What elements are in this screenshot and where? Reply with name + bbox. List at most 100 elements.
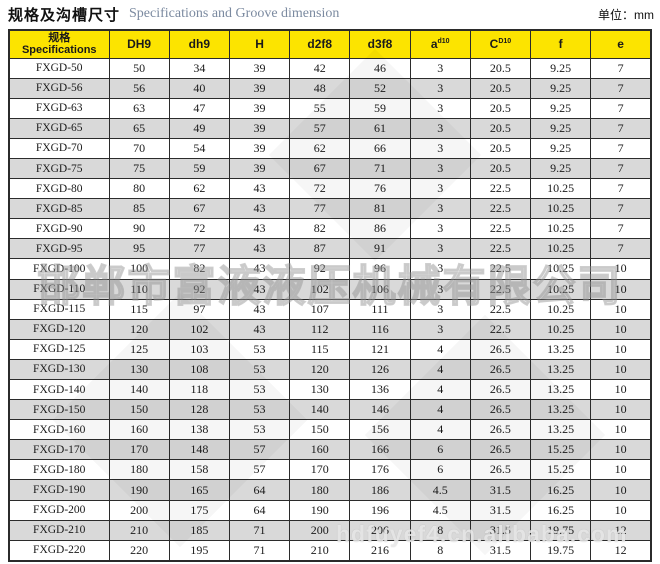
value-cell: 108	[168, 358, 230, 381]
header-cell: e	[590, 29, 652, 59]
spec-cell: FXGD-125	[8, 338, 110, 360]
value-cell: 7	[590, 57, 652, 79]
table-row: FXGD-115 115 97 43 107 111 3 22.5 10.25 10	[8, 298, 652, 320]
header-cell: ad10	[409, 29, 471, 59]
header-cell: f	[530, 29, 592, 59]
table-row: FXGD-110 110 92 43 102 106 3 22.5 10.25 10	[8, 278, 652, 300]
table-row: FXGD-85 85 67 43 77 81 3 22.5 10.25 7	[8, 198, 652, 220]
value-cell: 57	[289, 117, 351, 139]
value-cell: 49	[168, 117, 230, 139]
value-cell: 65	[108, 117, 170, 139]
value-cell: 39	[228, 117, 291, 139]
value-cell: 175	[168, 499, 230, 521]
value-cell: 15.25	[530, 439, 592, 461]
value-cell: 26.5	[469, 419, 532, 441]
spec-cell: FXGD-95	[8, 238, 110, 260]
value-cell: 7	[590, 77, 652, 99]
value-cell: 20.5	[469, 57, 532, 79]
value-cell: 10	[590, 499, 652, 521]
value-cell: 47	[168, 97, 230, 119]
header-cell: dh9	[168, 29, 230, 59]
spec-cell: FXGD-63	[8, 97, 110, 119]
value-cell: 158	[168, 459, 230, 481]
value-cell: 112	[289, 318, 351, 340]
value-cell: 100	[108, 258, 170, 280]
value-cell: 180	[289, 479, 351, 501]
table-row: FXGD-200 200 175 64 190 196 4.5 31.5 16.25 10	[8, 499, 652, 521]
value-cell: 96	[349, 258, 411, 280]
value-cell: 6	[409, 439, 471, 461]
value-cell: 3	[409, 298, 471, 320]
value-cell: 7	[590, 97, 652, 119]
value-cell: 125	[108, 338, 170, 360]
value-cell: 59	[168, 157, 230, 180]
value-cell: 53	[228, 358, 291, 381]
value-cell: 110	[108, 278, 170, 300]
value-cell: 13.25	[530, 378, 592, 401]
value-cell: 9.25	[530, 157, 592, 180]
value-cell: 72	[289, 178, 351, 200]
table-row: FXGD-50 50 34 39 42 46 3 20.5 9.25 7	[8, 57, 652, 79]
value-cell: 22.5	[469, 178, 532, 200]
value-cell: 72	[168, 218, 230, 240]
value-cell: 22.5	[469, 218, 532, 240]
value-cell: 22.5	[469, 318, 532, 340]
value-cell: 7	[590, 218, 652, 240]
header-cell: d3f8	[349, 29, 411, 59]
header-cell: H	[228, 29, 291, 59]
value-cell: 12	[590, 539, 652, 562]
value-cell: 43	[228, 258, 291, 280]
value-cell: 82	[289, 218, 351, 240]
value-cell: 46	[349, 57, 411, 79]
value-cell: 160	[108, 419, 170, 441]
value-cell: 52	[349, 77, 411, 99]
value-cell: 10	[590, 399, 652, 421]
page-title: 规格及沟槽尺寸	[8, 6, 121, 24]
value-cell: 53	[228, 399, 291, 421]
value-cell: 77	[168, 238, 230, 260]
value-cell: 20.5	[469, 117, 532, 139]
value-cell: 66	[349, 137, 411, 159]
value-cell: 31.5	[469, 519, 532, 541]
spec-cell: FXGD-170	[8, 439, 110, 461]
value-cell: 6	[409, 459, 471, 481]
value-cell: 8	[409, 519, 471, 541]
value-cell: 10	[590, 278, 652, 300]
value-cell: 10	[590, 338, 652, 360]
value-cell: 81	[349, 198, 411, 220]
value-cell: 10	[590, 258, 652, 280]
spec-cell: FXGD-100	[8, 258, 110, 280]
value-cell: 31.5	[469, 499, 532, 521]
value-cell: 7	[590, 157, 652, 180]
value-cell: 9.25	[530, 77, 592, 99]
value-cell: 7	[590, 198, 652, 220]
value-cell: 10.25	[530, 298, 592, 320]
value-cell: 26.5	[469, 358, 532, 381]
value-cell: 77	[289, 198, 351, 220]
value-cell: 196	[349, 499, 411, 521]
value-cell: 116	[349, 318, 411, 340]
table-row: FXGD-140 140 118 53 130 136 4 26.5 13.25 10	[8, 378, 652, 401]
value-cell: 20.5	[469, 97, 532, 119]
table-row: FXGD-160 160 138 53 150 156 4 26.5 13.25 10	[8, 419, 652, 441]
value-cell: 3	[409, 258, 471, 280]
value-cell: 148	[168, 439, 230, 461]
value-cell: 97	[168, 298, 230, 320]
value-cell: 165	[168, 479, 230, 501]
value-cell: 82	[168, 258, 230, 280]
value-cell: 3	[409, 97, 471, 119]
value-cell: 3	[409, 238, 471, 260]
value-cell: 92	[289, 258, 351, 280]
value-cell: 10.25	[530, 318, 592, 340]
value-cell: 22.5	[469, 278, 532, 300]
spec-header-zh: 规格	[48, 31, 71, 44]
value-cell: 70	[108, 137, 170, 159]
spec-cell: FXGD-90	[8, 218, 110, 240]
value-cell: 13.25	[530, 358, 592, 381]
value-cell: 136	[349, 378, 411, 401]
spec-cell: FXGD-75	[8, 157, 110, 180]
value-cell: 146	[349, 399, 411, 421]
